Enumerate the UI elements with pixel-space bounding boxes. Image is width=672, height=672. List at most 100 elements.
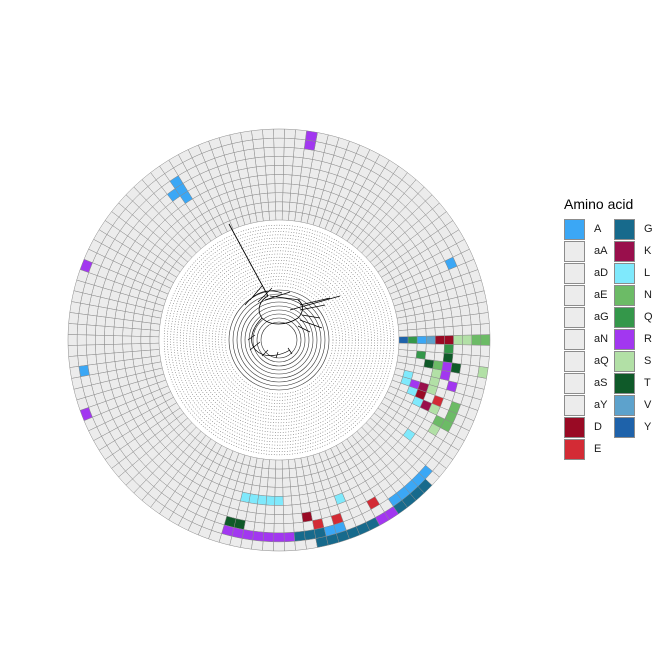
heatmap-cell: [252, 530, 265, 542]
heatmap-cell: [253, 521, 265, 533]
heatmap-cell: [262, 137, 275, 149]
legend-swatch: [564, 218, 585, 240]
heatmap-cell: [303, 139, 317, 151]
heatmap-cell: [254, 512, 266, 524]
heatmap-cell: [67, 345, 78, 357]
legend-item: L: [614, 262, 664, 284]
heatmap-cell: [284, 541, 296, 552]
heatmap-cell: [292, 156, 304, 168]
heatmap-cell: [283, 504, 293, 515]
heatmap-cell: [131, 328, 142, 337]
heatmap-cell: [264, 156, 275, 167]
heatmap-cell: [95, 325, 106, 336]
heatmap-cell: [291, 165, 303, 177]
heatmap-cell: [291, 494, 301, 506]
guide-circle: [195, 256, 363, 424]
legend-swatch: [614, 240, 635, 262]
tree-ring: [236, 297, 322, 383]
legend-label: L: [644, 267, 651, 279]
heatmap-cell: [113, 318, 125, 328]
heatmap-cell: [265, 504, 275, 515]
heatmap-cell: [434, 343, 445, 354]
heatmap-cell: [253, 466, 263, 478]
tree-ring: [256, 317, 302, 363]
heatmap-cell: [246, 502, 258, 514]
heatmap-cell: [77, 313, 89, 326]
heatmap-cell: [470, 344, 482, 357]
legend-swatch: [614, 372, 635, 394]
legend-label: aG: [594, 311, 609, 323]
heatmap-cell: [87, 304, 99, 317]
guide-circle: [173, 234, 385, 446]
heatmap-cell: [289, 192, 299, 204]
guide-circle: [202, 263, 356, 417]
heatmap-cell: [76, 323, 88, 336]
heatmap-cell: [264, 513, 275, 524]
legend-label: Y: [644, 421, 652, 433]
heatmap-cell: [251, 129, 264, 141]
heatmap-cell: [288, 211, 297, 222]
heatmap-cell: [76, 334, 87, 346]
heatmap-cell: [452, 325, 463, 336]
legend-swatch: [614, 218, 635, 240]
heatmap-cell: [67, 334, 78, 346]
heatmap-cell: [281, 210, 290, 221]
guide-circle: [163, 224, 395, 456]
guide-circle: [211, 272, 347, 408]
heatmap-cell: [424, 319, 436, 329]
heatmap-cell: [295, 202, 305, 214]
heatmap-cell: [258, 183, 268, 195]
heatmap-cell: [123, 311, 135, 322]
guide-circle: [224, 285, 334, 395]
heatmap-cell: [460, 314, 472, 326]
legend-swatch: [564, 240, 585, 262]
legend-item: Y: [614, 416, 664, 438]
heatmap-cell: [292, 512, 304, 524]
heatmap-cell: [77, 354, 89, 367]
heatmap-cell: [85, 334, 96, 346]
heatmap-cell: [432, 360, 444, 371]
heatmap-cell: [480, 345, 491, 357]
heatmap-cell: [407, 343, 418, 352]
heatmap-cell: [397, 349, 408, 358]
heatmap-cell: [273, 128, 285, 139]
heatmap-cell: [69, 301, 81, 314]
heatmap-cell: [315, 132, 329, 144]
heatmap-cell: [243, 520, 256, 532]
tree-ring: [244, 305, 314, 375]
heatmap-cell: [480, 334, 491, 346]
heatmap-cell: [301, 157, 313, 169]
heatmap-cell: [282, 192, 291, 203]
heatmap-cell: [104, 316, 116, 328]
heatmap-cell: [76, 344, 88, 357]
heatmap-cell: [262, 531, 275, 543]
tree-long-branch: [228, 223, 269, 297]
heatmap-cell: [398, 336, 409, 344]
legend-item: A: [564, 218, 614, 240]
heatmap-cell: [273, 146, 285, 157]
heatmap-cell: [470, 323, 482, 336]
legend-item: aS: [564, 372, 614, 394]
legend-item: K: [614, 240, 664, 262]
heatmap-cell: [268, 459, 277, 470]
heatmap-cell: [140, 328, 151, 337]
legend-item: aD: [564, 262, 614, 284]
heatmap-cell: [450, 362, 462, 374]
heatmap-cell: [104, 352, 116, 364]
heatmap-cell: [459, 363, 471, 376]
heatmap-cell: [275, 459, 283, 470]
heatmap-cell: [132, 312, 144, 323]
legend-label: R: [644, 333, 652, 345]
heatmap-cell: [251, 475, 262, 487]
heatmap-cell: [299, 175, 310, 187]
heatmap-cell: [291, 503, 303, 515]
legend-label: S: [644, 355, 652, 367]
heatmap-cell: [460, 354, 472, 366]
heatmap-cell: [262, 541, 274, 552]
guide-circle: [205, 266, 353, 414]
heatmap-cell: [273, 514, 285, 524]
heatmap-cell: [294, 539, 307, 551]
guide-circle: [218, 279, 340, 401]
heatmap-cell: [248, 493, 259, 505]
heatmap-cell: [71, 290, 83, 304]
